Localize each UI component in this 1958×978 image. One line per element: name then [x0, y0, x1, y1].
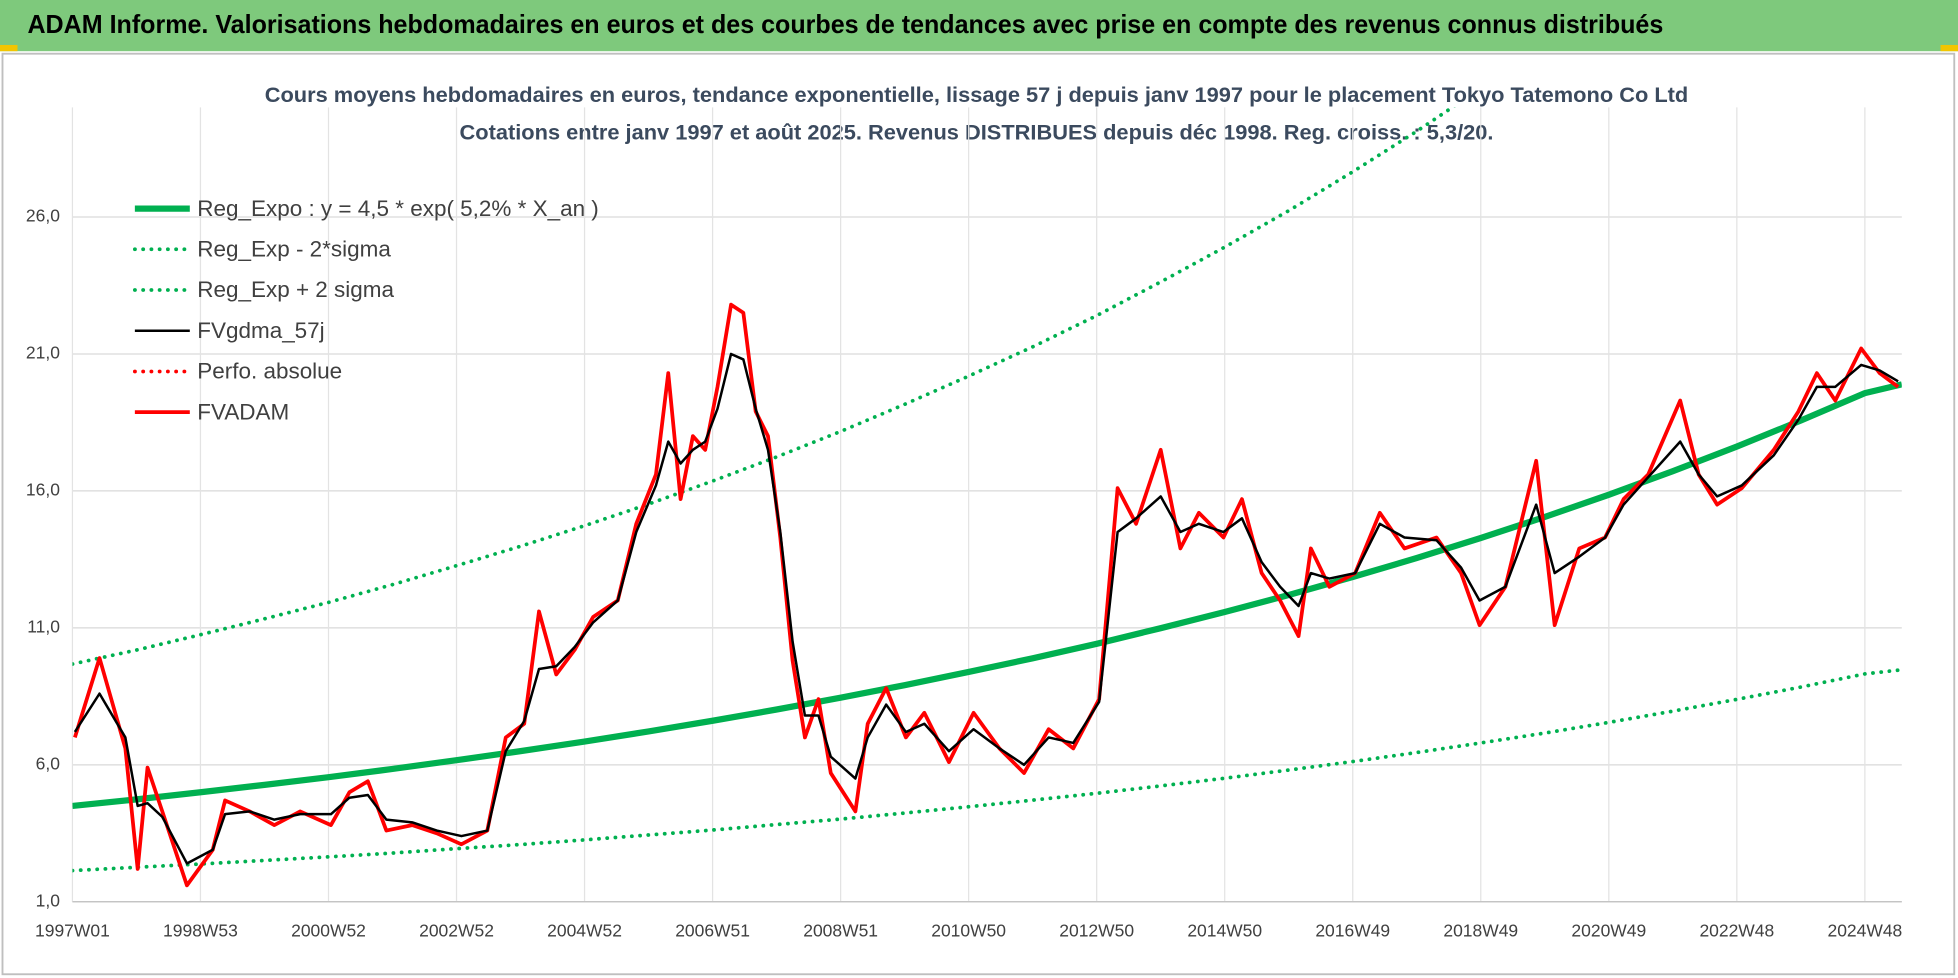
y-tick-label: 26,0 — [26, 206, 60, 226]
x-tick-label: 2020W49 — [1571, 920, 1646, 940]
x-tick-label: 2018W49 — [1443, 920, 1518, 940]
series-line — [72, 667, 1902, 873]
series-line — [72, 381, 1902, 810]
x-tick-label: 2002W52 — [419, 920, 494, 940]
chart-subtitle: Cotations entre janv 1997 et août 2025. … — [460, 121, 1494, 144]
x-tick-label: 2014W50 — [1187, 920, 1262, 940]
legend-label: FVADAM — [197, 399, 289, 424]
x-tick-label: 2006W51 — [675, 920, 750, 940]
series-line — [73, 352, 1899, 865]
x-tick-label: 2000W52 — [291, 920, 366, 940]
y-tick-label: 6,0 — [36, 753, 61, 773]
ticks: 1,0 6,0 11,0 16,0 21,0 26,0 1997W01 1998W53 2000… — [26, 206, 1902, 941]
x-tick-label: 1998W53 — [163, 920, 238, 940]
legend-label: Reg_Expo : y = 4,5 * exp( 5,2% * X_an ) — [197, 196, 599, 221]
legend-label: Reg_Exp - 2*sigma — [197, 236, 391, 261]
series-line — [73, 302, 1900, 888]
chart-frame — [1, 52, 1956, 976]
y-tick-label: 11,0 — [27, 617, 60, 637]
header-corner — [1940, 44, 1958, 52]
header-corner — [0, 44, 18, 52]
x-tick-label: 2012W50 — [1059, 920, 1134, 940]
chart-title: Cours moyens hebdomadaires en euros, ten… — [265, 84, 1689, 107]
y-tick-label: 21,0 — [26, 343, 60, 363]
legend-label: Perfo. absolue — [197, 359, 342, 384]
header-bar — [0, 0, 1958, 52]
x-tick-label: 1997W01 — [35, 920, 110, 940]
y-tick-label: 1,0 — [36, 890, 61, 910]
grid — [71, 107, 1902, 903]
plot-lines — [72, 107, 1902, 888]
x-tick-label: 2022W48 — [1699, 920, 1774, 940]
x-tick-label: 2004W52 — [547, 920, 622, 940]
header-title: ADAM Informe. Valorisations hebdomadaire… — [27, 9, 1663, 39]
x-tick-label: 2016W49 — [1315, 920, 1390, 940]
x-tick-label: 2010W50 — [931, 920, 1006, 940]
legend-label: FVgdma_57j — [197, 318, 324, 343]
x-tick-label: 2008W51 — [803, 920, 878, 940]
legend: Reg_Expo : y = 4,5 * exp( 5,2% * X_an ) R… — [132, 196, 599, 424]
y-tick-label: 16,0 — [26, 480, 60, 500]
legend-label: Reg_Exp + 2 sigma — [197, 277, 394, 302]
x-tick-label: 2024W48 — [1827, 920, 1902, 940]
